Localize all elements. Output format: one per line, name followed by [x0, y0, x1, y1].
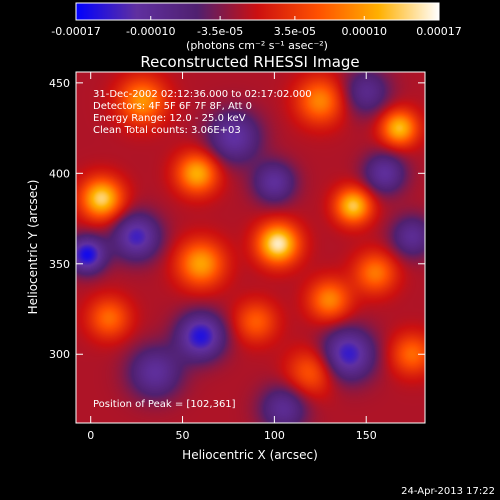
- colorbar-tick-label: 3.5e-05: [274, 25, 316, 38]
- info-block: 31-Dec-2002 02:12:36.000 to 02:17:02.000…: [93, 89, 312, 136]
- colorbar-units: (photons cm⁻² s⁻¹ asec⁻²): [186, 39, 328, 52]
- info-line-detectors: Detectors: 4F 5F 6F 7F 8F, Att 0: [93, 101, 252, 112]
- colorbar-tick-label: 0.00017: [416, 25, 462, 38]
- info-line-counts: Clean Total counts: 3.06E+03: [93, 125, 241, 136]
- x-tick-label: 100: [264, 429, 285, 442]
- colorbar-frame: [75, 2, 440, 21]
- peak-position-label: Position of Peak = [102,361]: [93, 399, 236, 410]
- x-axis-title: Heliocentric X (arcsec): [182, 448, 318, 462]
- x-tick-label: 50: [176, 429, 190, 442]
- x-tick-labels: 0 50 100 150: [87, 429, 377, 442]
- chart-title: Reconstructed RHESSI Image: [140, 53, 359, 71]
- plot-ticks: [76, 72, 425, 423]
- info-line-energy: Energy Range: 12.0 - 25.0 keV: [93, 113, 246, 124]
- colorbar: -0.00017 -0.00010 -3.5e-05 3.5e-05 0.00010 0.…: [51, 2, 462, 52]
- colorbar-tick-label: -0.00017: [51, 25, 100, 38]
- colorbar-tick-label: -3.5e-05: [197, 25, 243, 38]
- colorbar-tick-label: 0.00010: [342, 25, 388, 38]
- colorbar-gradient: [76, 3, 439, 20]
- colorbar-ticks: -0.00017 -0.00010 -3.5e-05 3.5e-05 0.00010 0.…: [51, 16, 462, 38]
- y-tick-label: 400: [49, 167, 70, 180]
- plot-area: 31-Dec-2002 02:12:36.000 to 02:17:02.000…: [75, 71, 426, 424]
- plot-frame: [75, 71, 426, 424]
- heatmap-image: [76, 72, 425, 423]
- info-line-time: 31-Dec-2002 02:12:36.000 to 02:17:02.000: [93, 89, 312, 100]
- x-tick-label: 0: [87, 429, 94, 442]
- y-axis-title: Heliocentric Y (arcsec): [26, 180, 40, 315]
- timestamp: 24-Apr-2013 17:22: [401, 486, 495, 497]
- y-tick-labels: 300 350 400 450: [49, 77, 70, 361]
- x-tick-label: 150: [356, 429, 377, 442]
- colorbar-tick-label: -0.00010: [126, 25, 175, 38]
- y-tick-label: 300: [49, 348, 70, 361]
- y-tick-label: 450: [49, 77, 70, 90]
- y-tick-label: 350: [49, 258, 70, 271]
